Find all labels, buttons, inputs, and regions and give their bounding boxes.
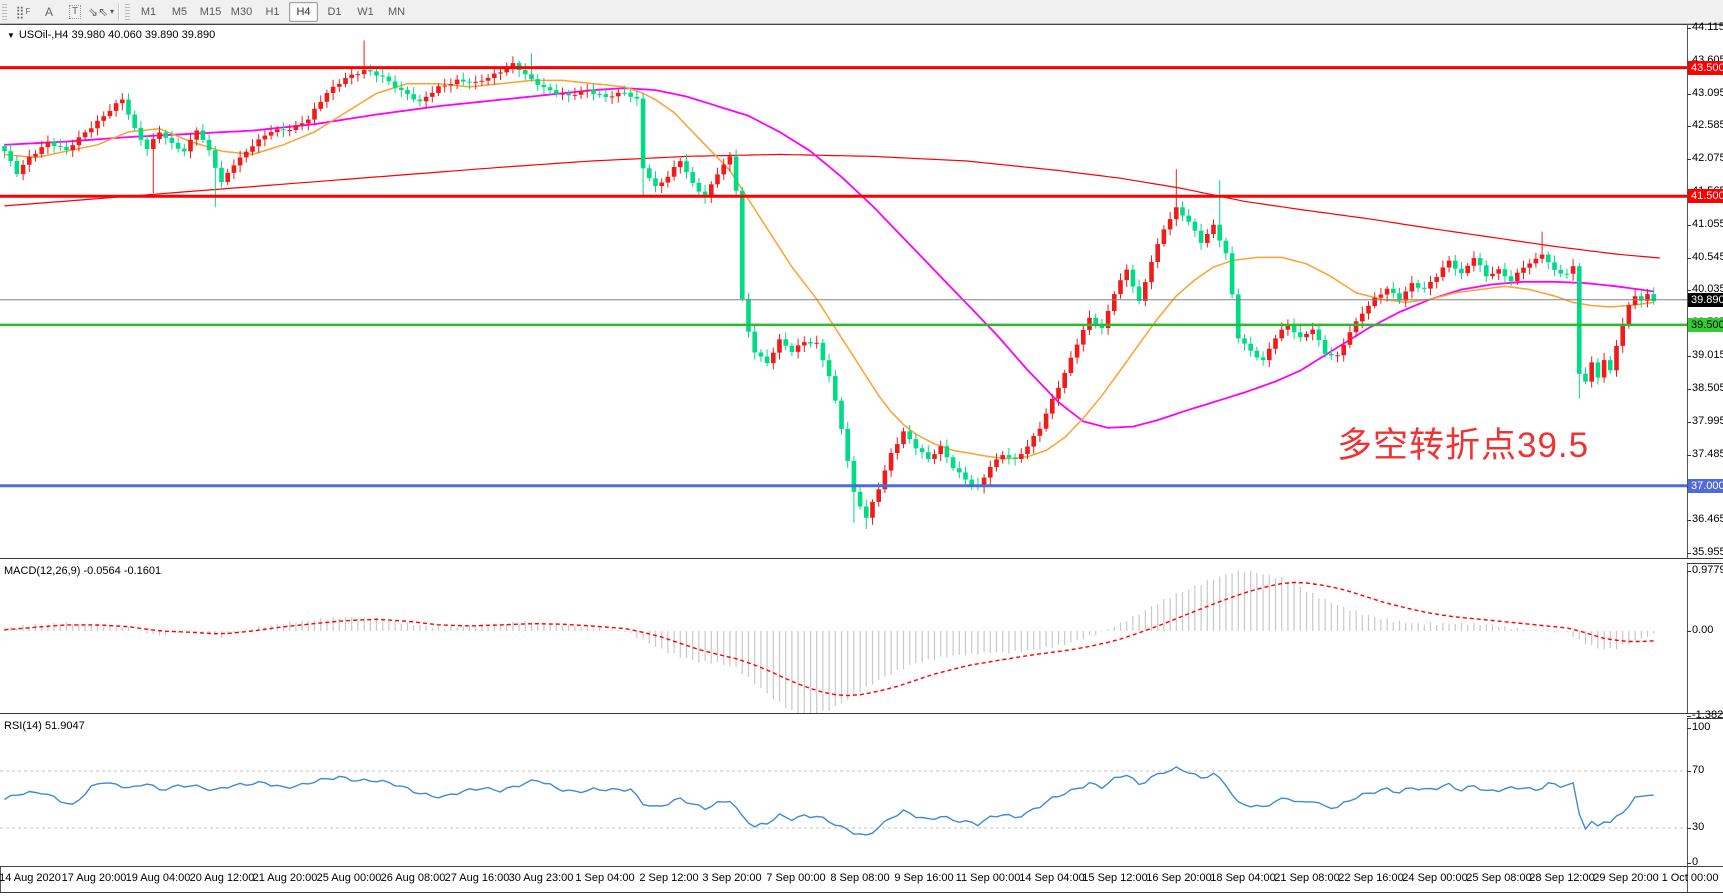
price-tick: 43.095 <box>1687 87 1723 99</box>
toolbar: ⣿ F A T ⇘⇖ ▾ M1 M5 M15 M30 H1 H4 D1 W1 MN <box>0 0 1723 24</box>
price-tick: 39.015 <box>1687 349 1723 361</box>
price-tick: 42.075 <box>1687 152 1723 164</box>
rsi-tick: 30 <box>1686 821 1705 833</box>
price-level-badge: 37.000 <box>1688 479 1723 493</box>
date-label: 7 Sep 00:00 <box>766 872 826 884</box>
price-tick: 36.465 <box>1687 513 1723 525</box>
timeframe-button-M30[interactable]: M30 <box>230 5 253 18</box>
toolbar-grip[interactable] <box>2 3 7 20</box>
text-box-icon[interactable]: T <box>62 2 88 21</box>
price-tick: 40.545 <box>1687 251 1723 263</box>
timeframe-button-MN[interactable]: MN <box>387 5 406 18</box>
date-label: 3 Sep 20:00 <box>702 872 762 884</box>
timeframe-buttons: M1 M5 M15 M30 H1 H4 D1 W1 MN <box>133 1 412 22</box>
rsi-panel[interactable] <box>0 718 1687 866</box>
main-panel-top-border <box>0 24 1723 25</box>
price-tick: 38.505 <box>1687 382 1723 394</box>
arrows-tool-icon[interactable]: ⇘⇖ ▾ <box>87 4 115 19</box>
timeframe-button-W1[interactable]: W1 <box>357 5 374 18</box>
timeframe-button-D1[interactable]: D1 <box>327 5 342 18</box>
date-label: 24 Sep 00:00 <box>1402 872 1468 884</box>
date-label: 28 Sep 12:00 <box>1529 872 1595 884</box>
date-label: 20 Aug 12:00 <box>189 872 255 884</box>
date-label: 22 Sep 16:00 <box>1338 872 1404 884</box>
rsi-tick: 0 <box>1686 856 1699 868</box>
date-label: 17 Aug 20:00 <box>61 872 127 884</box>
date-label: 1 Oct 00:00 <box>1661 872 1719 884</box>
date-label: 29 Sep 20:00 <box>1593 872 1659 884</box>
date-axis-top-border <box>0 866 1723 867</box>
price-tick: 42.585 <box>1687 119 1723 131</box>
price-tick: 40.035 <box>1687 283 1723 295</box>
price-level-badge: 41.500 <box>1688 189 1723 203</box>
date-label: 19 Aug 04:00 <box>125 872 191 884</box>
date-label: 1 Sep 04:00 <box>575 872 635 884</box>
rsi-tick: 70 <box>1686 764 1705 776</box>
date-label: 25 Aug 00:00 <box>316 872 382 884</box>
chart-grid-icon[interactable]: ⣿ F <box>15 4 31 19</box>
macd-panel[interactable] <box>0 563 1687 713</box>
main-chart[interactable] <box>0 25 1687 558</box>
window-bottom-border <box>0 892 1723 893</box>
date-label: 26 Aug 08:00 <box>380 872 446 884</box>
date-label: 11 Sep 00:00 <box>955 872 1021 884</box>
timeframe-button-M1[interactable]: M1 <box>140 5 157 18</box>
price-tick: 37.485 <box>1687 448 1723 460</box>
macd-label: MACD(12,26,9) -0.0564 -0.1601 <box>4 565 162 577</box>
price-tick: 37.995 <box>1687 415 1723 427</box>
chart-title-text: USOil-,H4 39.980 40.060 39.890 39.890 <box>18 29 216 41</box>
macd-tick: 0.00 <box>1686 624 1714 636</box>
date-label: 21 Sep 08:00 <box>1274 872 1340 884</box>
date-label: 9 Sep 16:00 <box>894 872 954 884</box>
timeframe-button-H4[interactable]: H4 <box>289 1 318 22</box>
timeframe-button-M5[interactable]: M5 <box>171 5 188 18</box>
date-label: 30 Aug 23:00 <box>508 872 574 884</box>
date-label: 2 Sep 12:00 <box>639 872 699 884</box>
price-tick: 41.055 <box>1687 218 1723 230</box>
date-label: 27 Aug 16:00 <box>444 872 510 884</box>
chart-dropdown-icon[interactable]: ▼ <box>7 31 15 40</box>
price-level-badge: 39.500 <box>1688 318 1723 332</box>
toolbar-separator <box>118 2 119 21</box>
rsi-tick: 100 <box>1686 721 1711 733</box>
chart-title: ▼ USOil-,H4 39.980 40.060 39.890 39.890 <box>7 29 215 41</box>
date-label: 18 Sep 04:00 <box>1210 872 1276 884</box>
date-label: 14 Aug 2020 <box>0 872 61 884</box>
price-axis-border <box>1687 24 1688 893</box>
price-tick: 35.955 <box>1687 546 1723 558</box>
text-label-icon[interactable]: A <box>44 4 53 19</box>
chevron-down-icon[interactable]: ▾ <box>110 7 115 16</box>
date-label: 21 Aug 20:00 <box>252 872 318 884</box>
macd-tick: -1.382 <box>1686 709 1723 721</box>
date-label: 15 Sep 12:00 <box>1082 872 1148 884</box>
date-label: 14 Sep 04:00 <box>1019 872 1085 884</box>
date-label: 16 Sep 20:00 <box>1146 872 1212 884</box>
toolbar-grip-2[interactable] <box>125 3 130 20</box>
current-price-badge: 39.890 <box>1688 293 1723 307</box>
macd-tick: 0.9779 <box>1687 564 1723 576</box>
price-level-badge: 43.500 <box>1688 61 1723 75</box>
date-label: 8 Sep 08:00 <box>830 872 890 884</box>
timeframe-button-M15[interactable]: M15 <box>199 5 222 18</box>
price-tick: 44.115 <box>1687 21 1723 33</box>
date-label: 25 Sep 08:00 <box>1466 872 1532 884</box>
annotation-text: 多空转折点39.5 <box>1337 426 1590 465</box>
rsi-label: RSI(14) 51.9047 <box>4 720 85 732</box>
timeframe-button-H1[interactable]: H1 <box>265 5 280 18</box>
